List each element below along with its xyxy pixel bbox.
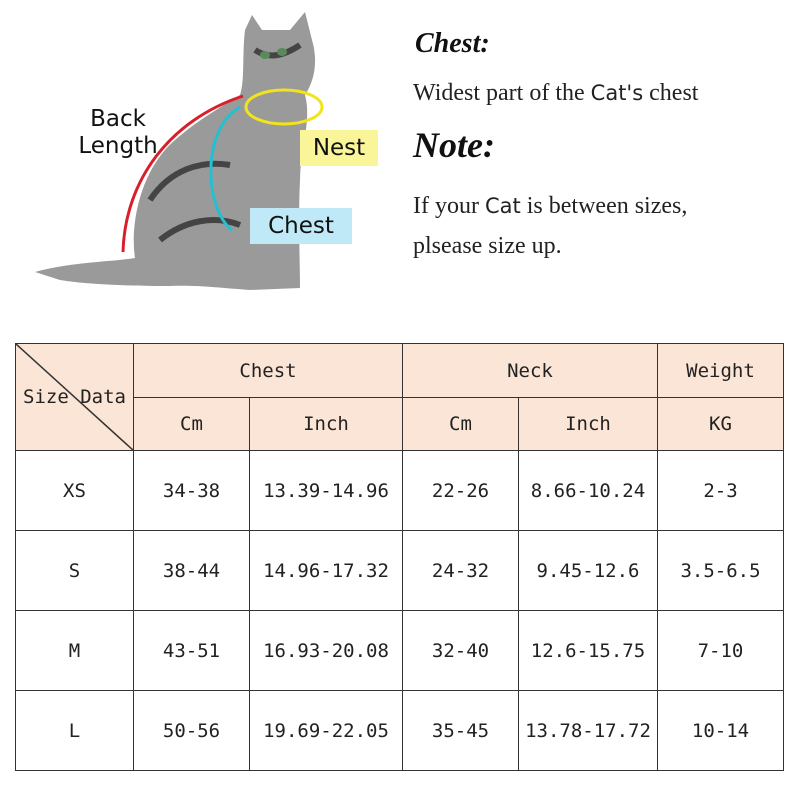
- neck-cm-cell: 24-32: [402, 530, 519, 611]
- chest-cm-cell: 50-56: [133, 690, 250, 771]
- neck-cm-cell: 35-45: [402, 690, 519, 771]
- neck-cm-cell: 32-40: [402, 610, 519, 691]
- weight-cell: 7-10: [657, 610, 784, 691]
- corner-cell: Size Data: [15, 343, 134, 451]
- size-cell: S: [15, 530, 134, 611]
- weight-cell: 10-14: [657, 690, 784, 771]
- chest-description: Widest part of the Cat's chest: [413, 80, 698, 107]
- note-description: If your Cat is between sizes, plsease si…: [413, 186, 687, 266]
- chest-line: [209, 105, 241, 232]
- size-cell: XS: [15, 450, 134, 531]
- neck-inch-cell: 8.66-10.24: [518, 450, 658, 531]
- size-table: Size Data Chest Neck Weight Cm Inch Cm I…: [15, 343, 784, 771]
- note-line1-post: is between sizes,: [520, 193, 688, 219]
- note-heading: Note:: [413, 125, 495, 165]
- corner-label-left: Size: [23, 386, 69, 408]
- chest-desc-cat: Cat's: [590, 81, 644, 105]
- weight-cell: 3.5-6.5: [657, 530, 784, 611]
- size-cell: L: [15, 690, 134, 771]
- neck-cm-cell: 22-26: [402, 450, 519, 531]
- subheader-neck-cm: Cm: [402, 397, 519, 451]
- corner-label-right: Data: [80, 386, 126, 408]
- neck-label: Nest: [300, 130, 378, 166]
- table-row: XS 34-38 13.39-14.96 22-26 8.66-10.24 2-3: [15, 450, 784, 531]
- subheader-chest-inch: Inch: [249, 397, 403, 451]
- group-header-weight: Weight: [657, 343, 784, 398]
- table-row: S 38-44 14.96-17.32 24-32 9.45-12.6 3.5-6.5: [15, 530, 784, 611]
- group-header-neck: Neck: [402, 343, 658, 398]
- neck-inch-cell: 13.78-17.72: [518, 690, 658, 771]
- table-row: M 43-51 16.93-20.08 32-40 12.6-15.75 7-10: [15, 610, 784, 691]
- chest-inch-cell: 13.39-14.96: [249, 450, 403, 531]
- note-line1-pre: If your: [413, 193, 485, 219]
- subheader-weight-kg: KG: [657, 397, 784, 451]
- chest-cm-cell: 38-44: [133, 530, 250, 611]
- chest-cm-cell: 34-38: [133, 450, 250, 531]
- chest-inch-cell: 14.96-17.32: [249, 530, 403, 611]
- neck-inch-cell: 9.45-12.6: [518, 530, 658, 611]
- table-row: L 50-56 19.69-22.05 35-45 13.78-17.72 10-14: [15, 690, 784, 771]
- back-length-line: [121, 94, 244, 253]
- chest-desc-pre: Widest part of the: [413, 80, 591, 106]
- cat-silhouette: [35, 12, 316, 290]
- chest-inch-cell: 16.93-20.08: [249, 610, 403, 691]
- corner-diagonal: [16, 344, 134, 451]
- subheader-neck-inch: Inch: [518, 397, 658, 451]
- cat-illustration: [35, 12, 324, 290]
- note-line-1: If your Cat is between sizes,: [413, 186, 687, 226]
- chest-cm-cell: 43-51: [133, 610, 250, 691]
- subheader-chest-cm: Cm: [133, 397, 250, 451]
- note-line-2: plsease size up.: [413, 233, 562, 259]
- neck-inch-cell: 12.6-15.75: [518, 610, 658, 691]
- note-line1-cat: Cat: [484, 194, 521, 218]
- back-length-label: Back Length: [78, 106, 158, 159]
- chest-desc-post: chest: [643, 80, 699, 106]
- chest-label: Chest: [250, 208, 352, 244]
- weight-cell: 2-3: [657, 450, 784, 531]
- chest-inch-cell: 19.69-22.05: [249, 690, 403, 771]
- size-cell: M: [15, 610, 134, 691]
- neck-ring: [244, 88, 324, 126]
- group-header-chest: Chest: [133, 343, 403, 398]
- chest-heading: Chest:: [415, 28, 490, 59]
